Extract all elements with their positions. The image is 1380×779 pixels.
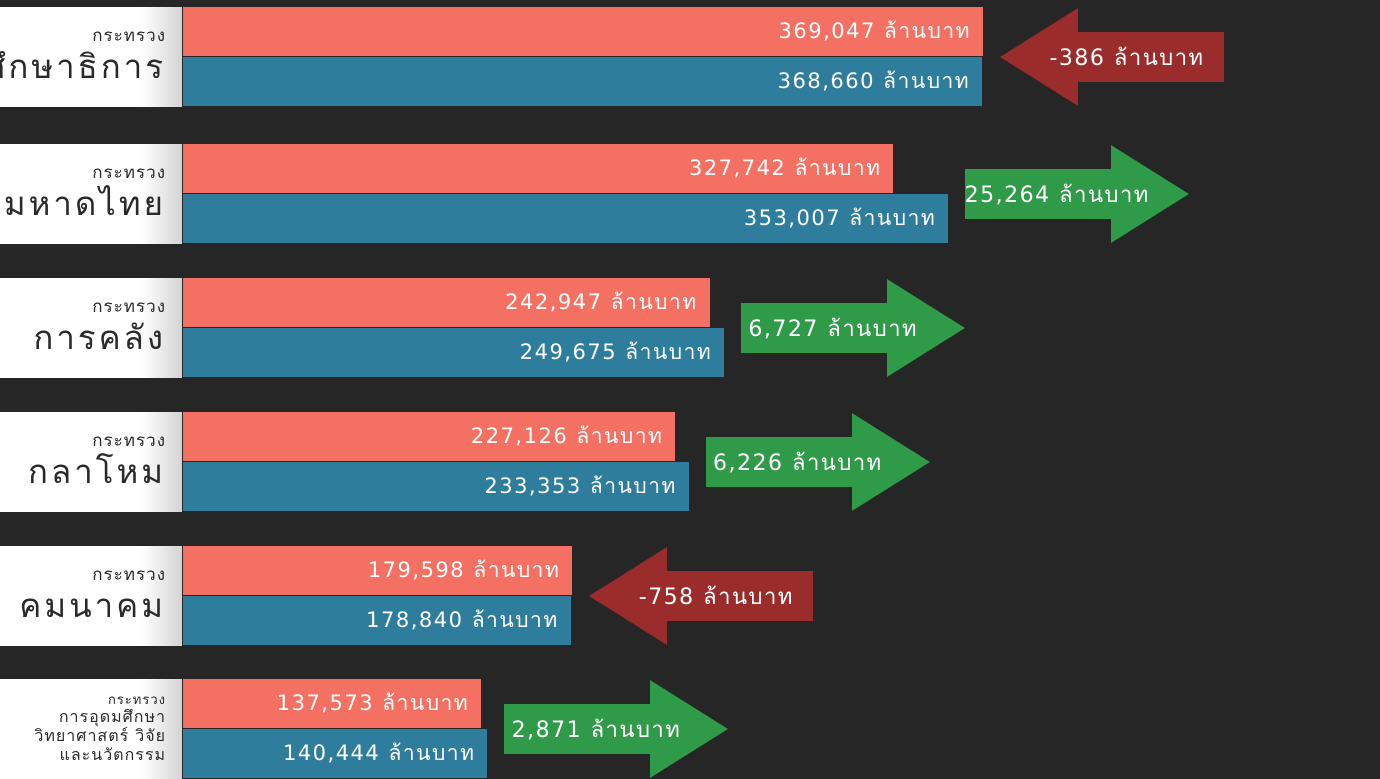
increase-arrow: 25,264 ล้านบาท: [964, 145, 1190, 243]
bar-series-b: 353,007 ล้านบาท: [183, 194, 949, 243]
ministry-label: กระทรวง การอุดมศึกษา วิทยาศาสตร์ วิจัย และน…: [0, 679, 182, 779]
increase-arrow: 2,871 ล้านบาท: [504, 680, 729, 778]
arrow-left-icon: [1000, 8, 1224, 106]
ministry-prefix: กระทรวง: [92, 26, 166, 47]
arrow-shape: [589, 547, 814, 645]
ministry-name: วิทยาศาสตร์ วิจัย: [34, 725, 166, 745]
arrow-right-icon: [705, 413, 930, 511]
bar-series-b: 368,660 ล้านบาท: [183, 57, 983, 106]
ministry-label: กระทรวง การคลัง: [0, 278, 182, 378]
ministry-prefix: กระทรวง: [92, 565, 166, 586]
arrow-shape: [705, 413, 930, 511]
change-label: 6,226 ล้านบาท: [713, 450, 883, 476]
ministry-name: กลาโหม: [28, 451, 166, 491]
bar-series-a: 369,047 ล้านบาท: [183, 7, 983, 56]
increase-arrow: 6,226 ล้านบาท: [705, 413, 930, 511]
bar-series-a: 227,126 ล้านบาท: [183, 412, 676, 461]
ministry-name: และนวัตกรรม: [59, 744, 166, 764]
ministry-name: การอุดมศึกษา: [58, 706, 166, 726]
change-label: 6,727 ล้านบาท: [748, 316, 919, 342]
change-label: -386 ล้านบาท: [1049, 45, 1205, 71]
ministry-prefix: กระทรวง: [92, 431, 166, 452]
decrease-arrow: -758 ล้านบาท: [589, 547, 814, 645]
bar-series-b: 140,444 ล้านบาท: [183, 729, 488, 778]
ministry-label: กระทรวง มหาดไทย: [0, 144, 182, 244]
ministry-name: ศึกษาธิการ: [0, 46, 166, 86]
bar-series-a: 242,947 ล้านบาท: [183, 278, 710, 327]
ministry-name: มหาดไทย: [3, 183, 166, 223]
arrow-left-icon: [589, 547, 814, 645]
ministry-prefix: กระทรวง: [92, 297, 166, 318]
ministry-name: คมนาคม: [19, 585, 166, 625]
ministry-label: กระทรวง กลาโหม: [0, 412, 182, 512]
change-label: 2,871 ล้านบาท: [511, 717, 682, 743]
ministry-name: การคลัง: [33, 317, 166, 357]
ministry-label: กระทรวง คมนาคม: [0, 546, 182, 646]
bar-series-a: 327,742 ล้านบาท: [183, 144, 894, 193]
ministry-prefix: กระทรวง: [107, 692, 166, 708]
arrow-shape: [1000, 8, 1224, 106]
change-label: -758 ล้านบาท: [638, 584, 794, 610]
change-label: 25,264 ล้านบาท: [964, 182, 1150, 208]
bar-series-b: 178,840 ล้านบาท: [183, 596, 571, 645]
bar-series-a: 137,573 ล้านบาท: [183, 679, 482, 728]
increase-arrow: 6,727 ล้านบาท: [741, 279, 966, 377]
arrow-shape: [741, 279, 966, 377]
ministry-prefix: กระทรวง: [92, 163, 166, 184]
arrow-right-icon: [741, 279, 966, 377]
arrow-shape: [504, 680, 729, 778]
arrow-right-icon: [504, 680, 729, 778]
bar-series-b: 233,353 ล้านบาท: [183, 462, 689, 511]
bar-series-a: 179,598 ล้านบาท: [183, 546, 573, 595]
bar-series-b: 249,675 ล้านบาท: [183, 328, 725, 377]
arrow-shape: [965, 145, 1190, 243]
decrease-arrow: -386 ล้านบาท: [1000, 8, 1224, 106]
ministry-label: กระทรวง ศึกษาธิการ: [0, 7, 182, 107]
arrow-right-icon: [965, 145, 1190, 243]
